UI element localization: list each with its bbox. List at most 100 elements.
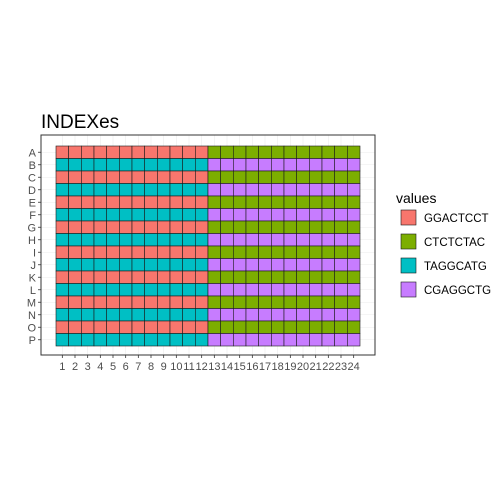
tile-H13 [207, 233, 221, 247]
tile-B19 [283, 158, 297, 172]
tile-C18 [271, 170, 285, 184]
tile-M14 [220, 295, 234, 309]
tile-H16 [245, 233, 259, 247]
tile-D24 [347, 183, 361, 197]
tile-I24 [347, 245, 361, 259]
tile-J8 [144, 258, 158, 272]
tile-K9 [157, 270, 171, 284]
tile-D18 [271, 183, 285, 197]
tile-P17 [258, 333, 272, 347]
tile-P21 [309, 333, 323, 347]
x-tick-label: 3 [85, 361, 91, 373]
tile-L19 [283, 283, 297, 297]
tile-C2 [68, 170, 82, 184]
tile-A2 [68, 145, 82, 159]
y-tick-label: M [27, 297, 36, 309]
tile-F8 [144, 208, 158, 222]
tile-C17 [258, 170, 272, 184]
tile-C15 [233, 170, 247, 184]
tile-F4 [93, 208, 107, 222]
tile-B8 [144, 158, 158, 172]
tile-F17 [258, 208, 272, 222]
tile-D16 [245, 183, 259, 197]
tile-G17 [258, 220, 272, 234]
tile-H2 [68, 233, 82, 247]
tile-E20 [296, 195, 310, 209]
tile-D19 [283, 183, 297, 197]
tile-I4 [93, 245, 107, 259]
x-tick-label: 23 [335, 361, 347, 373]
tile-C8 [144, 170, 158, 184]
tile-M23 [334, 295, 348, 309]
tile-J19 [283, 258, 297, 272]
tile-N11 [182, 308, 196, 322]
tile-O5 [106, 320, 120, 334]
tile-C11 [182, 170, 196, 184]
tile-A15 [233, 145, 247, 159]
tile-D15 [233, 183, 247, 197]
chart-title: INDEXes [41, 112, 119, 133]
tile-B23 [334, 158, 348, 172]
tile-C21 [309, 170, 323, 184]
tile-F12 [195, 208, 209, 222]
tile-G2 [68, 220, 82, 234]
tile-P19 [283, 333, 297, 347]
tile-O2 [68, 320, 82, 334]
tile-J10 [169, 258, 183, 272]
tile-N9 [157, 308, 171, 322]
tile-O10 [169, 320, 183, 334]
tile-K10 [169, 270, 183, 284]
tile-N4 [93, 308, 107, 322]
tile-A6 [119, 145, 133, 159]
legend-label: CGAGGCTG [424, 285, 491, 297]
tile-K15 [233, 270, 247, 284]
tile-M12 [195, 295, 209, 309]
tile-L23 [334, 283, 348, 297]
tile-G16 [245, 220, 259, 234]
tile-D21 [309, 183, 323, 197]
tile-K6 [119, 270, 133, 284]
y-tick-label: O [27, 322, 36, 334]
tile-B4 [93, 158, 107, 172]
tile-A18 [271, 145, 285, 159]
tile-B17 [258, 158, 272, 172]
tile-O9 [157, 320, 171, 334]
tile-E4 [93, 195, 107, 209]
tile-O12 [195, 320, 209, 334]
tile-B24 [347, 158, 361, 172]
tile-K22 [321, 270, 335, 284]
tile-G20 [296, 220, 310, 234]
tile-A1 [55, 145, 69, 159]
tile-H9 [157, 233, 171, 247]
tile-J7 [131, 258, 145, 272]
tile-L3 [81, 283, 95, 297]
x-tick-label: 5 [110, 361, 116, 373]
tile-P22 [321, 333, 335, 347]
tile-O24 [347, 320, 361, 334]
tile-O7 [131, 320, 145, 334]
y-tick-label: B [29, 160, 36, 172]
tile-M19 [283, 295, 297, 309]
tile-H4 [93, 233, 107, 247]
tile-A16 [245, 145, 259, 159]
tile-B3 [81, 158, 95, 172]
tile-N13 [207, 308, 221, 322]
legend-label: TAGGCATG [424, 261, 487, 273]
tile-F14 [220, 208, 234, 222]
tile-B13 [207, 158, 221, 172]
tile-C24 [347, 170, 361, 184]
tile-C1 [55, 170, 69, 184]
tile-P14 [220, 333, 234, 347]
tile-L14 [220, 283, 234, 297]
tile-J18 [271, 258, 285, 272]
x-tick-label: 14 [221, 361, 233, 373]
tile-P2 [68, 333, 82, 347]
tile-P11 [182, 333, 196, 347]
tile-B21 [309, 158, 323, 172]
tile-A5 [106, 145, 120, 159]
tile-D12 [195, 183, 209, 197]
tile-B7 [131, 158, 145, 172]
tile-L21 [309, 283, 323, 297]
tile-L6 [119, 283, 133, 297]
